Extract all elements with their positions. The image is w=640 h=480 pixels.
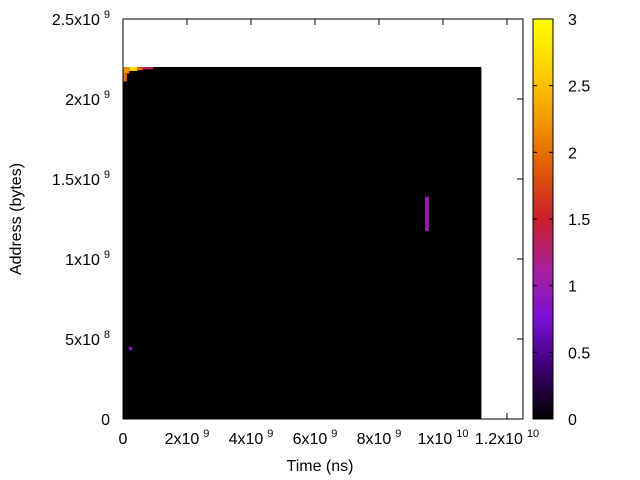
heatmap-cells [123,67,429,351]
colorbar-tick-label: 0.5 [568,345,590,362]
y-tick-label: 2.5x10 9 [52,9,110,29]
colorbar: 0 0.5 1 1.5 2 2.5 3 [532,12,590,429]
plot-area [123,67,482,419]
colorbar-tick-label: 3 [568,12,577,29]
y-tick-label: 1x10 9 [65,249,110,269]
heatmap-cell [129,347,133,351]
x-tick-label: 1x10 10 [418,428,469,448]
colorbar-tick-label: 1 [568,279,577,296]
plot-frame [122,18,524,420]
y-axis-ticks: 0 5x10 8 1x10 9 1.5x10 9 2x10 9 2.5x10 9 [52,9,523,429]
x-tick-label: 0 [119,431,128,448]
x-tick-label: 6x10 9 [293,428,338,448]
heatmap-background [123,67,482,419]
y-tick-label: 1.5x10 9 [52,169,110,189]
heatmap-cell [123,67,130,74]
x-axis-title: Time (ns) [287,458,354,475]
heatmap-cell [130,67,134,70]
heatmap-cell [425,196,429,231]
x-axis-ticks: 0 2x10 9 4x10 9 6x10 9 8x10 9 1x10 10 1.2x10 10 [119,19,539,448]
x-tick-label: 8x10 9 [357,428,402,448]
heatmap-cell [137,67,143,71]
colorbar-tick-label: 2 [568,145,577,162]
heatmap-cell [123,73,127,82]
colorbar-tick-label: 0 [568,412,577,429]
x-tick-label: 4x10 9 [229,428,274,448]
y-tick-label: 0 [101,412,110,429]
y-axis-title: Address (bytes) [8,163,25,275]
heatmap-cell [142,67,154,70]
y-tick-label: 2x10 9 [65,89,110,109]
y-tick-label: 5x10 8 [65,329,110,349]
colorbar-tick-label: 2.5 [568,79,590,96]
colorbar-tick-label: 1.5 [568,212,590,229]
x-tick-label: 2x10 9 [165,428,210,448]
plot-border [122,18,524,420]
x-tick-label: 1.2x10 10 [475,428,539,448]
